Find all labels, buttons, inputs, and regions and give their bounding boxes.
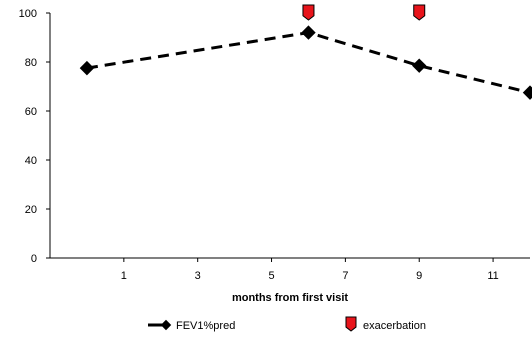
x-tick-label: 1 (121, 270, 127, 282)
fev1-point (301, 25, 316, 40)
axes (49, 13, 530, 259)
fev1-point (522, 85, 532, 100)
x-tick-label: 5 (268, 270, 274, 282)
ticks: 0 20 40 60 80 100 1 3 5 7 9 11 (19, 8, 499, 282)
exacerbation-marker (413, 4, 426, 21)
y-tick-label: 60 (25, 106, 37, 118)
y-tick-label: 100 (19, 8, 37, 20)
legend-exacerbation-label: exacerbation (363, 320, 426, 332)
x-tick-label: 11 (487, 270, 498, 282)
fev1-series-line (86, 31, 531, 95)
legend-fev1-marker (160, 319, 172, 331)
legend: FEV1%pred exacerbation (148, 316, 426, 332)
y-tick-label: 40 (25, 155, 37, 167)
fev1-point (412, 58, 427, 73)
x-tick-label: 3 (195, 270, 201, 282)
y-tick-label: 0 (31, 253, 37, 265)
x-tick-label: 9 (416, 270, 422, 282)
exacerbation-marker (302, 4, 315, 21)
fev1-point (79, 60, 95, 76)
y-tick-label: 80 (25, 57, 37, 69)
y-tick-label: 20 (25, 204, 37, 216)
x-axis-title: months from first visit (232, 292, 348, 304)
series (79, 4, 532, 100)
legend-exacerbation-marker (345, 316, 357, 332)
x-tick-label: 7 (342, 270, 348, 282)
legend-fev1-label: FEV1%pred (176, 320, 235, 332)
